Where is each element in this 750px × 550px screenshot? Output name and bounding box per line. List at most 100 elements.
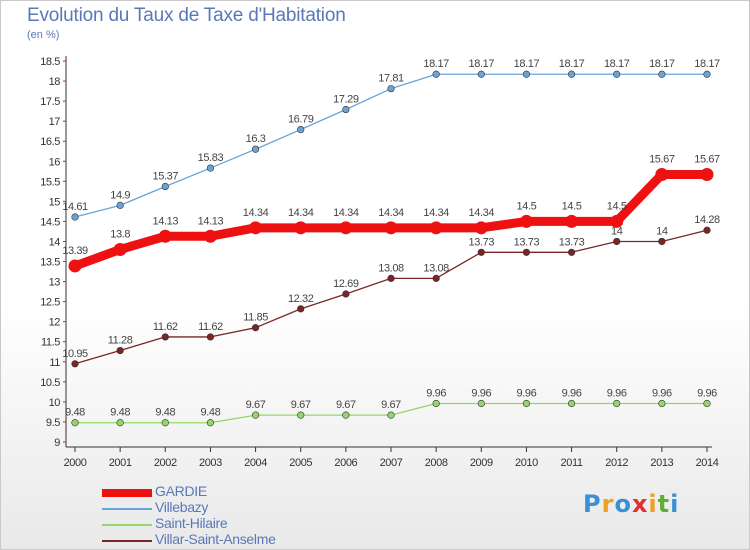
data-label: 13.08 [423,262,449,274]
data-point [613,237,621,246]
y-tick-label: 10 [49,397,61,409]
data-point [703,70,711,78]
data-label: 14 [656,225,668,237]
data-label: 9.96 [697,387,717,399]
data-point [703,226,711,234]
data-point [477,248,485,256]
y-tick-label: 11.5 [41,337,60,349]
data-label: 18.17 [694,58,720,70]
data-label: 9.96 [562,387,582,399]
data-label: 16.79 [288,114,314,126]
data-point [251,324,260,332]
y-tick-label: 14 [49,236,61,248]
data-label: 9.48 [65,407,85,419]
data-label: 13.73 [559,236,585,248]
data-label: 10.95 [62,348,88,360]
data-point [251,411,260,419]
legend-swatch-villar-saint-anselme [102,540,152,542]
chart-subtitle: (en %) [27,29,60,41]
logo-letter: i [670,490,680,518]
y-tick-label: 15.5 [40,176,60,188]
y-tick-label: 9 [54,437,60,449]
data-point [161,419,169,427]
data-label: 12.32 [288,293,314,305]
proxiti-logo: Proxiti [583,490,679,518]
data-label: 9.96 [607,387,627,399]
x-tick-label: 2012 [605,457,628,469]
data-point [700,167,714,181]
data-label: 9.67 [246,399,266,411]
data-point [387,411,395,419]
data-point [567,70,576,78]
x-tick-label: 2002 [154,457,177,469]
data-point [658,237,666,246]
data-label: 18.17 [649,58,675,70]
y-tick-label: 18 [49,76,61,88]
data-label: 14.5 [607,200,627,212]
data-point [251,145,260,153]
data-point [116,201,124,209]
x-tick-label: 2013 [650,457,673,469]
data-point [206,333,215,341]
x-tick-label: 2003 [199,457,222,469]
data-point [613,399,621,408]
data-point [203,229,217,243]
data-point [387,85,395,93]
data-label: 11.28 [108,335,133,347]
data-label: 14.34 [423,207,449,219]
data-label: 9.67 [336,399,356,411]
data-point [567,399,576,408]
x-tick-label: 2000 [64,457,87,469]
data-point [613,70,621,78]
logo-letter: x [631,490,649,518]
y-tick-label: 10.5 [40,377,60,389]
data-point [294,221,308,235]
legend-swatch-saint-hilaire [102,524,152,526]
data-point [519,214,533,228]
x-tick-label: 2005 [289,457,312,469]
data-label: 13.39 [62,245,88,257]
data-label: 14.34 [333,207,359,219]
x-tick-label: 2010 [515,457,538,469]
data-label: 14.5 [517,200,537,212]
data-point [522,70,531,78]
data-label: 14.34 [469,207,495,219]
data-label: 18.17 [604,58,630,70]
data-label: 9.96 [517,387,537,399]
data-label: 14.13 [198,215,224,227]
data-point [703,399,711,408]
data-label: 9.67 [381,399,401,411]
data-label: 13.73 [514,236,540,248]
y-tick-label: 17.5 [40,96,60,108]
data-point [658,70,666,78]
data-label: 9.96 [426,387,446,399]
data-point [339,221,353,235]
data-label: 14.9 [110,189,130,201]
data-point [610,214,624,228]
data-point [429,221,443,235]
data-label: 13.08 [378,262,404,274]
data-point [161,333,169,341]
data-label: 11.62 [153,321,178,333]
data-label: 9.96 [471,387,491,399]
legend-swatch-villebazy [102,508,152,510]
x-tick-label: 2004 [244,457,267,469]
data-label: 12.69 [333,278,359,290]
data-point [522,248,531,256]
data-point [116,346,124,355]
legend-label-villar-saint-anselme: Villar-Saint-Anselme [155,531,276,547]
data-label: 14.34 [288,207,314,219]
data-point [206,419,215,427]
data-point [387,274,395,282]
data-point [432,399,440,408]
data-label: 14 [611,225,623,237]
y-tick-label: 16.5 [40,136,60,148]
data-point [249,221,263,235]
series-line-1 [74,73,708,218]
data-point [565,214,579,228]
data-point [342,411,350,419]
y-tick-label: 17 [49,116,61,128]
data-label: 14.28 [694,214,720,226]
